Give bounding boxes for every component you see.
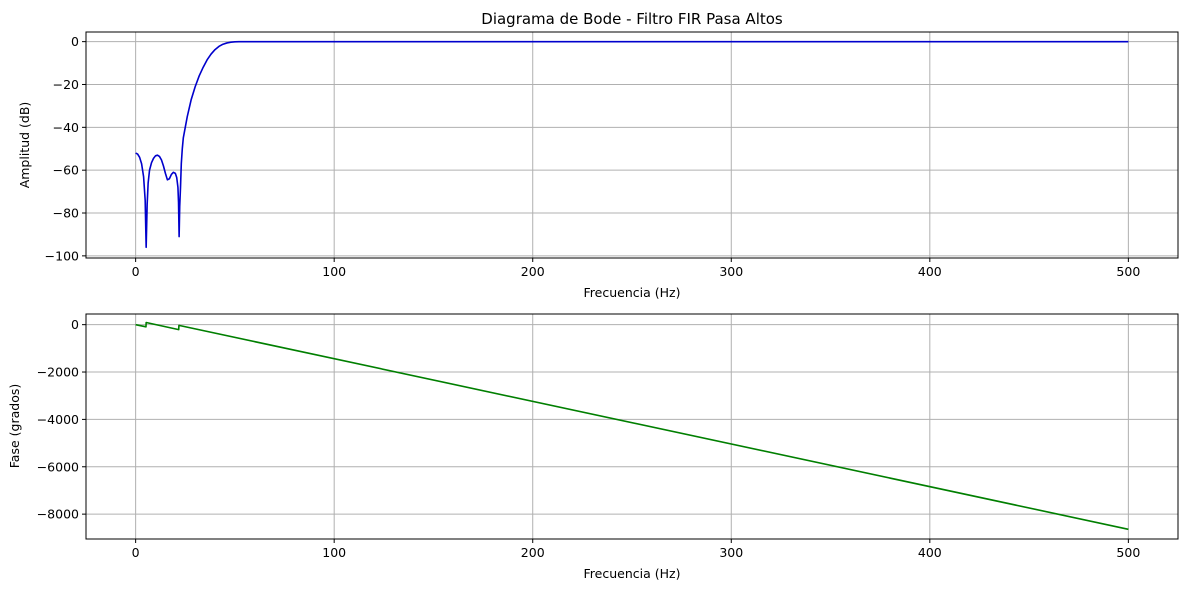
x-tick-label: 300: [719, 545, 743, 560]
x-tick-label: 400: [918, 264, 942, 279]
x-tick-label: 0: [132, 545, 140, 560]
phase-y-axis-label: Fase (grados): [7, 384, 22, 468]
phase-x-axis-label: Frecuencia (Hz): [584, 566, 681, 581]
y-tick-label: −20: [53, 77, 79, 92]
y-tick-label: −40: [53, 120, 79, 135]
phase-subplot: 0 100 200 300 400 500 0 −2000 −4000 −6000 −8000 Fr…: [7, 313, 1179, 581]
y-tick-label: −8000: [37, 507, 79, 522]
y-tick-label: −100: [45, 248, 79, 263]
amplitude-series-group: [135, 40, 1129, 249]
amplitude-grid: [86, 32, 1178, 258]
phase-plot-frame: [85, 313, 1179, 540]
phase-ticks: 0 100 200 300 400 500 0 −2000 −4000 −6000 −8000: [37, 317, 1141, 560]
chart-title: Diagrama de Bode - Filtro FIR Pasa Altos: [481, 10, 783, 28]
amplitude-plot-frame: [85, 31, 1179, 259]
x-tick-label: 200: [521, 545, 545, 560]
series-line: [135, 40, 1129, 249]
y-tick-label: −2000: [37, 365, 79, 380]
x-tick-label: 100: [322, 264, 346, 279]
x-tick-label: 500: [1116, 264, 1140, 279]
amplitude-ticks: 0 100 200 300 400 500 0 −20 −40 −60 −80 −100: [45, 34, 1141, 279]
x-tick-label: 0: [132, 264, 140, 279]
series-line: [135, 321, 1129, 531]
y-tick-label: −80: [53, 206, 79, 221]
amplitude-subplot: Diagrama de Bode - Filtro FIR Pasa Altos…: [17, 10, 1179, 300]
x-tick-label: 400: [918, 545, 942, 560]
amplitude-x-axis-label: Frecuencia (Hz): [584, 285, 681, 300]
x-tick-label: 300: [719, 264, 743, 279]
y-tick-label: 0: [71, 34, 79, 49]
x-tick-label: 100: [322, 545, 346, 560]
y-tick-label: −4000: [37, 412, 79, 427]
x-tick-label: 500: [1116, 545, 1140, 560]
y-tick-label: 0: [71, 317, 79, 332]
x-tick-label: 200: [521, 264, 545, 279]
y-tick-label: −60: [53, 163, 79, 178]
y-tick-label: −6000: [37, 459, 79, 474]
phase-series-group: [135, 321, 1129, 531]
phase-grid: [86, 314, 1178, 539]
amplitude-y-axis-label: Amplitud (dB): [17, 102, 32, 189]
